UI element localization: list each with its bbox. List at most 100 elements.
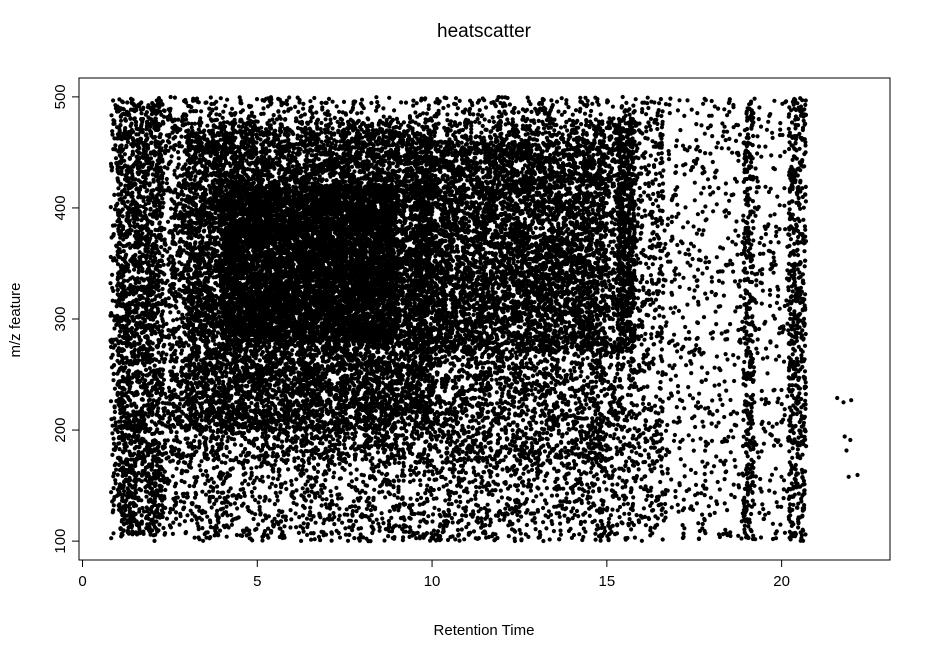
scatter-point [191,484,197,489]
scatter-point [648,153,653,158]
scatter-point [477,485,482,490]
scatter-point [321,530,326,535]
scatter-point [185,469,190,474]
scatter-point [627,455,632,460]
scatter-point [193,174,198,179]
scatter-point [528,511,533,516]
scatter-point [570,112,575,117]
scatter-point [557,514,562,519]
scatter-point [612,467,617,472]
scatter-point [446,489,451,494]
scatter-point [109,113,114,118]
scatter-point [163,487,168,493]
scatter-point [457,538,462,543]
scatter-point [418,495,424,500]
scatter-point [164,176,169,182]
scatter-point [254,465,259,470]
scatter-point [378,484,383,489]
scatter-point [414,536,419,541]
scatter-point [375,100,380,105]
scatter-point [309,537,314,542]
scatter-point [182,519,187,524]
scatter-point [271,442,277,447]
scatter-point [185,491,190,496]
scatter-point [162,240,167,245]
scatter-point [486,360,491,365]
scatter-point [309,489,314,494]
scatter-point [288,106,293,111]
scatter-point [354,477,359,482]
scatter-point [432,464,437,470]
scatter-point [659,156,664,161]
scatter-point [471,312,476,317]
scatter-point [255,445,261,450]
scatter-point [254,475,259,480]
scatter-point [113,143,118,148]
scatter-point [359,97,365,102]
scatter-point [528,488,534,493]
scatter-point [463,206,468,211]
scatter-point [658,339,663,344]
scatter-point [581,459,586,464]
scatter-point [179,134,184,139]
scatter-point [273,483,278,489]
scatter-point [225,513,230,518]
scatter-point [614,531,620,536]
scatter-point [638,236,643,241]
scatter-point [639,538,645,543]
scatter-point [334,104,339,109]
scatter-point [111,503,116,508]
scatter-point [568,526,573,532]
scatter-point [587,434,593,439]
scatter-point [641,506,647,511]
scatter-point [301,529,306,534]
scatter-point [479,489,484,494]
scatter-point [645,493,650,498]
scatter-point [332,115,337,120]
scatter-point [308,505,313,510]
scatter-point [299,538,304,544]
scatter-point [256,522,261,527]
scatter-point [586,489,591,495]
scatter-point [652,315,657,321]
scatter-point [631,103,636,108]
scatter-point [228,486,233,491]
scatter-point [300,433,305,438]
scatter-point [579,369,584,374]
scatter-point [319,100,324,105]
scatter-point [241,466,246,471]
scatter-point [505,117,510,122]
scatter-point [120,99,125,104]
scatter-point [312,537,317,542]
scatter-point [649,99,654,104]
scatter-point [430,512,436,517]
scatter-point [537,529,542,535]
scatter-point [327,506,333,511]
scatter-point [544,526,549,531]
scatter-point [469,120,474,125]
scatter-point [183,530,189,535]
scatter-point [403,100,409,105]
scatter-point [639,165,644,170]
scatter-point [294,525,299,530]
scatter-point [500,391,505,396]
scatter-point [206,113,212,118]
scatter-point [637,288,642,293]
scatter-point [635,296,641,301]
scatter-point [176,310,181,315]
scatter-point [257,494,262,499]
scatter-point [450,520,455,525]
scatter-point [215,484,220,489]
scatter-point [353,519,359,524]
scatter-point [519,514,524,519]
scatter-point [636,441,641,446]
scatter-point [635,220,640,225]
scatter-point [498,488,503,493]
scatter-point [485,513,490,518]
scatter-point [414,101,419,106]
scatter-point [564,481,569,486]
scatter-point [458,484,463,489]
scatter-point [322,111,328,116]
scatter-point [558,532,564,537]
scatter-point [526,534,531,540]
